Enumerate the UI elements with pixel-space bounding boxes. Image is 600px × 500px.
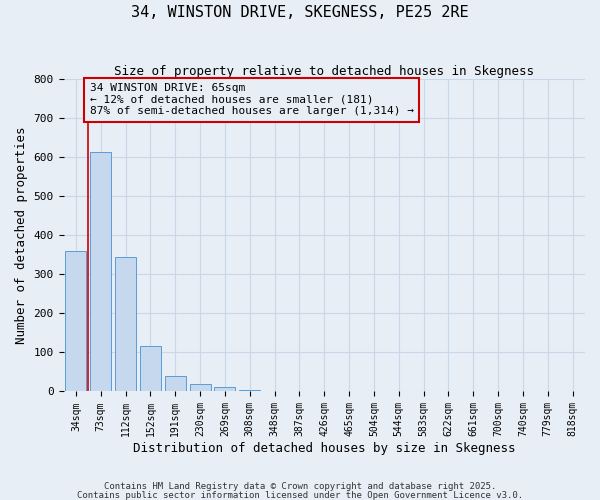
Bar	[338, 390, 359, 392]
Bar	[214, 387, 235, 392]
Bar	[65, 251, 86, 392]
Bar	[90, 152, 112, 392]
Text: Contains public sector information licensed under the Open Government Licence v3: Contains public sector information licen…	[77, 490, 523, 500]
Bar	[165, 376, 186, 392]
Bar	[140, 346, 161, 392]
Text: Contains HM Land Registry data © Crown copyright and database right 2025.: Contains HM Land Registry data © Crown c…	[104, 482, 496, 491]
Text: 34, WINSTON DRIVE, SKEGNESS, PE25 2RE: 34, WINSTON DRIVE, SKEGNESS, PE25 2RE	[131, 5, 469, 20]
Title: Size of property relative to detached houses in Skegness: Size of property relative to detached ho…	[114, 65, 534, 78]
Bar	[115, 257, 136, 392]
Text: 34 WINSTON DRIVE: 65sqm
← 12% of detached houses are smaller (181)
87% of semi-d: 34 WINSTON DRIVE: 65sqm ← 12% of detache…	[89, 83, 413, 116]
X-axis label: Distribution of detached houses by size in Skegness: Distribution of detached houses by size …	[133, 442, 515, 455]
Y-axis label: Number of detached properties: Number of detached properties	[15, 126, 28, 344]
Bar	[239, 390, 260, 392]
Bar	[190, 384, 211, 392]
